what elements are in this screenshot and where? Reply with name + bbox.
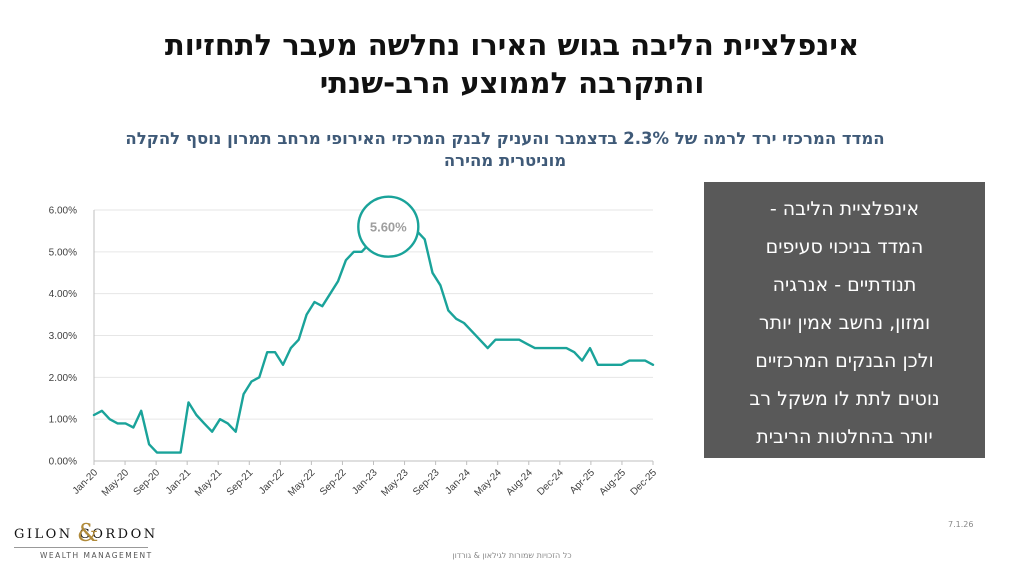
- y-tick-label: 0.00%: [49, 457, 77, 468]
- x-tick-label: Aug-24: [504, 467, 535, 498]
- x-tick-label: Apr-25: [568, 467, 597, 496]
- y-tick-label: 1.00%: [49, 415, 77, 426]
- copyright-footer: כל הזכויות שמורות לגילאון & גורדון: [452, 551, 572, 560]
- x-tick-label: May-22: [286, 467, 318, 499]
- x-tick-label: May-24: [472, 467, 504, 499]
- chart-axes: [93, 210, 654, 465]
- y-axis-tick-labels: 0.00% 1.00% 2.00% 3.00% 4.00% 5.00% 6.00%: [49, 206, 77, 468]
- x-tick-label: Sep-23: [411, 467, 442, 498]
- y-tick-label: 6.00%: [49, 206, 77, 217]
- x-tick-label: Jan-23: [350, 467, 380, 497]
- x-axis-tick-labels: Jan-20 May-20 Sep-20 Jan-21 May-21 Sep-21 Jan-…: [71, 467, 660, 499]
- slide-date-label: 7.1.26: [948, 520, 974, 529]
- explainer-line: יותר בהחלטות הריבית: [756, 426, 933, 448]
- x-tick-label: Sep-20: [132, 467, 163, 498]
- peak-annotation: 5.60%: [357, 195, 420, 258]
- y-tick-label: 4.00%: [49, 289, 77, 300]
- x-tick-label: May-20: [100, 467, 132, 499]
- explainer-line: ולכן הבנקים המרכזיים: [755, 350, 934, 372]
- explainer-line: תנודתיים - אנרגיה: [772, 274, 917, 296]
- y-tick-label: 3.00%: [49, 331, 77, 342]
- explainer-line: נוטים לתת לו משקל רב: [749, 388, 940, 410]
- x-tick-label: Jan-22: [257, 467, 287, 497]
- x-tick-label: Sep-22: [318, 467, 349, 498]
- logo-ampersand: &: [77, 519, 99, 547]
- peak-highlight-circle: [357, 195, 420, 258]
- slide-title: אינפלציית הליבה בגוש האירו נחלשה מעבר לת…: [40, 26, 984, 102]
- slide-subtitle: המדד המרכזי ירד לרמה של 2.3% בדצמבר והענ…: [40, 128, 970, 172]
- slide-title-line-1: אינפלציית הליבה בגוש האירו נחלשה מעבר לת…: [164, 28, 860, 62]
- explainer-line: אינפלציית הליבה -: [769, 198, 920, 220]
- x-tick-label: Dec-24: [535, 467, 566, 498]
- slide-subtitle-line-1: המדד המרכזי ירד לרמה של 2.3% בדצמבר והענ…: [125, 129, 885, 148]
- core-inflation-line-chart: 0.00% 1.00% 2.00% 3.00% 4.00% 5.00% 6.00% Jan-…: [49, 195, 660, 499]
- x-tick-label: Jan-20: [71, 467, 101, 497]
- explainer-line: המדד בניכוי סעיפים: [765, 236, 924, 258]
- slide-title-line-2: והתקרבה לממוצע הרב-שנתי: [319, 66, 705, 100]
- x-tick-label: Jan-21: [164, 467, 194, 497]
- y-tick-label: 5.00%: [49, 247, 77, 258]
- logo-wordmark: GILON GORDON: [14, 527, 158, 542]
- x-tick-label: Dec-25: [629, 467, 660, 498]
- gilon-gordon-logo: GILON GORDON & WEALTH MANAGEMENT: [14, 519, 155, 567]
- peak-value-label: 5.60%: [370, 220, 407, 235]
- x-tick-label: Sep-21: [225, 467, 256, 498]
- slide-subtitle-line-2: מוניטרית מהירה: [443, 151, 567, 170]
- logo-divider: [14, 547, 148, 548]
- core-inflation-explainer-box: אינפלציית הליבה - המדד בניכוי סעיפים תנו…: [704, 182, 985, 458]
- logo-tagline: WEALTH MANAGEMENT: [40, 551, 153, 560]
- explainer-line: ומזון, נחשב אמין יותר: [758, 312, 931, 334]
- y-tick-label: 2.00%: [49, 373, 77, 384]
- x-tick-label: May-21: [193, 467, 225, 499]
- x-tick-label: Aug-25: [597, 467, 628, 498]
- x-tick-label: May-23: [379, 467, 411, 499]
- x-tick-label: Jan-24: [443, 467, 473, 497]
